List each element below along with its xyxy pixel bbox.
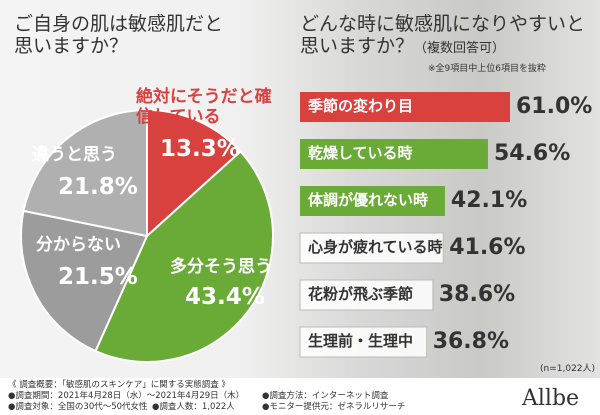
bar-value: 41.6% xyxy=(449,235,526,260)
pie-title: ご自身の肌は敏感肌だと思いますか？ xyxy=(14,13,224,57)
slice-value: 13.3% xyxy=(160,136,240,162)
slice-label: 違うと思う xyxy=(32,145,117,165)
bar-value: 36.8% xyxy=(432,329,510,354)
logo: Allbe xyxy=(522,386,580,411)
bar-category: 乾燥している時 xyxy=(308,144,413,162)
bar-value: 42.1% xyxy=(450,188,528,213)
sample-note: (n=1,022人) xyxy=(540,364,596,374)
footer-heading: 《 調査概要：「敏感肌のスキンケア」に関する実態調査 》 xyxy=(8,380,230,390)
slice-value: 21.5% xyxy=(58,264,138,290)
bar xyxy=(299,279,434,311)
slice-label: 分からない xyxy=(36,235,121,255)
bar-category: 体調が優れない時 xyxy=(308,191,429,209)
bar-title: どんな時に敏感肌になりやすいと思いますか？（複数回答可） xyxy=(300,13,592,58)
slice-value: 21.8% xyxy=(58,174,138,200)
bar-value: 61.0% xyxy=(516,94,593,119)
footer-item: ●調査対象：全国の30代～50代女性 xyxy=(8,402,148,412)
bar-value: 38.6% xyxy=(438,282,516,307)
footer-band xyxy=(0,378,600,415)
pie-slice xyxy=(146,108,242,239)
footer-item: ●調査方法：インターネット調査 xyxy=(262,391,389,401)
bar-category: 花粉が飛ぶ季節 xyxy=(308,285,414,303)
bar xyxy=(299,232,444,264)
bar-category: 生理前・生理中 xyxy=(308,332,414,350)
footer-item: ●調査人数：1,022人 xyxy=(152,402,235,412)
footer-item: ●調査期間：2021年4月28日（水）～2021年4月29日（木） xyxy=(8,391,245,401)
bar-category: 心身が疲れている時 xyxy=(308,238,443,256)
pie-slice xyxy=(20,209,149,353)
bar-category: 季節の変わり目 xyxy=(308,97,414,115)
slice-label: 絶対にそうだと確信している xyxy=(136,87,272,127)
bar xyxy=(300,139,488,169)
slice-label: 多分そう思う xyxy=(170,257,272,277)
bar xyxy=(299,326,428,358)
bar-title-text: どんな時に敏感肌になりやすいと思いますか？ xyxy=(300,13,586,57)
pie-slice xyxy=(22,108,148,238)
bar-title-note: （複数回答可） xyxy=(414,40,506,56)
footer-item: ●モニター提供元：ゼネラルリサーチ xyxy=(262,402,406,412)
bar xyxy=(300,92,510,122)
bar xyxy=(300,186,445,216)
pie-slice xyxy=(94,150,274,363)
slice-value: 43.4% xyxy=(185,284,265,310)
bar-subtitle: ※全9項目中上位6項目を抜粋 xyxy=(428,64,546,74)
bar-value: 54.6% xyxy=(493,141,571,166)
